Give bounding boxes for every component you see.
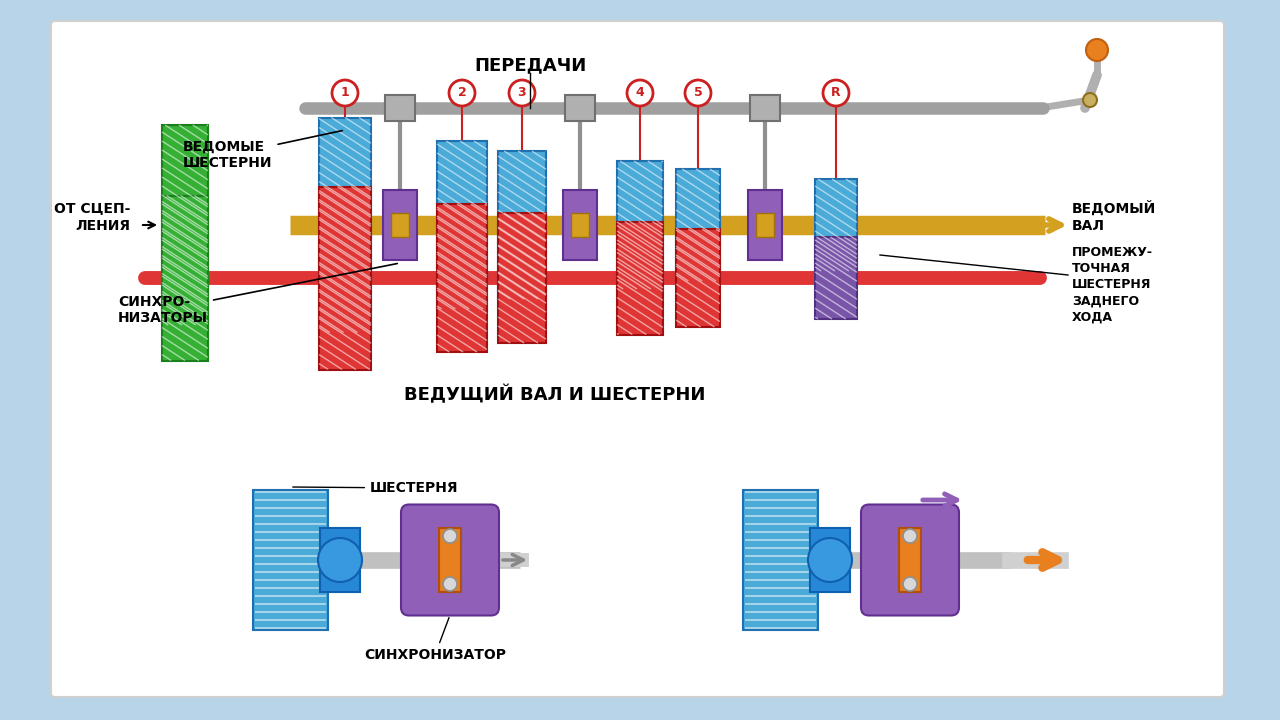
Text: ПРОМЕЖУ-
ТОЧНАЯ
ШЕСТЕРНЯ
ЗАДНЕГО
ХОДА: ПРОМЕЖУ- ТОЧНАЯ ШЕСТЕРНЯ ЗАДНЕГО ХОДА xyxy=(1073,246,1153,323)
Text: 1: 1 xyxy=(340,86,349,99)
Text: СИНХРО-
НИЗАТОРЫ: СИНХРО- НИЗАТОРЫ xyxy=(118,264,397,325)
Text: 4: 4 xyxy=(636,86,644,99)
Text: ВЕДУЩИЙ ВАЛ И ШЕСТЕРНИ: ВЕДУЩИЙ ВАЛ И ШЕСТЕРНИ xyxy=(404,385,705,405)
Bar xyxy=(742,490,818,630)
Bar xyxy=(319,186,371,369)
Bar xyxy=(498,213,547,343)
Circle shape xyxy=(902,529,916,543)
Bar xyxy=(390,213,410,237)
Bar xyxy=(756,213,774,237)
Bar xyxy=(385,95,415,121)
FancyBboxPatch shape xyxy=(51,21,1224,697)
Bar xyxy=(563,190,596,260)
Text: ПЕРЕДАЧИ: ПЕРЕДАЧИ xyxy=(474,56,586,74)
Circle shape xyxy=(808,538,852,582)
Bar xyxy=(498,151,547,299)
Circle shape xyxy=(332,80,358,106)
Circle shape xyxy=(317,538,362,582)
FancyBboxPatch shape xyxy=(861,505,959,616)
Bar xyxy=(617,161,663,289)
Circle shape xyxy=(685,80,710,106)
Text: ШЕСТЕРНЯ: ШЕСТЕРНЯ xyxy=(293,481,458,495)
Circle shape xyxy=(902,577,916,591)
Bar xyxy=(163,125,207,325)
Text: ОТ СЦЕП-
ЛЕНИЯ: ОТ СЦЕП- ЛЕНИЯ xyxy=(54,202,131,233)
Bar xyxy=(319,117,371,333)
Bar xyxy=(320,528,360,592)
Bar xyxy=(163,196,207,361)
Circle shape xyxy=(1085,39,1108,61)
Text: ВЕДОМЫЕ
ШЕСТЕРНИ: ВЕДОМЫЕ ШЕСТЕРНИ xyxy=(183,130,342,170)
Bar xyxy=(617,222,663,335)
Bar xyxy=(676,169,719,281)
Text: СИНХРОНИЗАТОР: СИНХРОНИЗАТОР xyxy=(364,618,506,662)
Circle shape xyxy=(1083,93,1097,107)
Circle shape xyxy=(627,80,653,106)
Bar xyxy=(436,204,486,352)
Bar xyxy=(815,237,858,319)
Text: 2: 2 xyxy=(458,86,466,99)
Text: R: R xyxy=(831,86,841,99)
Circle shape xyxy=(443,577,457,591)
Bar xyxy=(676,229,719,327)
Bar xyxy=(571,213,589,237)
Circle shape xyxy=(449,80,475,106)
Bar xyxy=(564,95,595,121)
Bar xyxy=(810,528,850,592)
Bar xyxy=(899,528,922,592)
Bar xyxy=(748,190,782,260)
Bar xyxy=(439,528,461,592)
Text: ВЕДОМЫЙ
ВАЛ: ВЕДОМЫЙ ВАЛ xyxy=(1073,201,1156,233)
Bar xyxy=(436,141,486,309)
Circle shape xyxy=(443,529,457,543)
Bar xyxy=(815,179,858,271)
Bar xyxy=(383,190,417,260)
Circle shape xyxy=(823,80,849,106)
Text: 3: 3 xyxy=(517,86,526,99)
Bar xyxy=(252,490,328,630)
FancyBboxPatch shape xyxy=(401,505,499,616)
Text: 5: 5 xyxy=(694,86,703,99)
Circle shape xyxy=(509,80,535,106)
Bar xyxy=(750,95,780,121)
